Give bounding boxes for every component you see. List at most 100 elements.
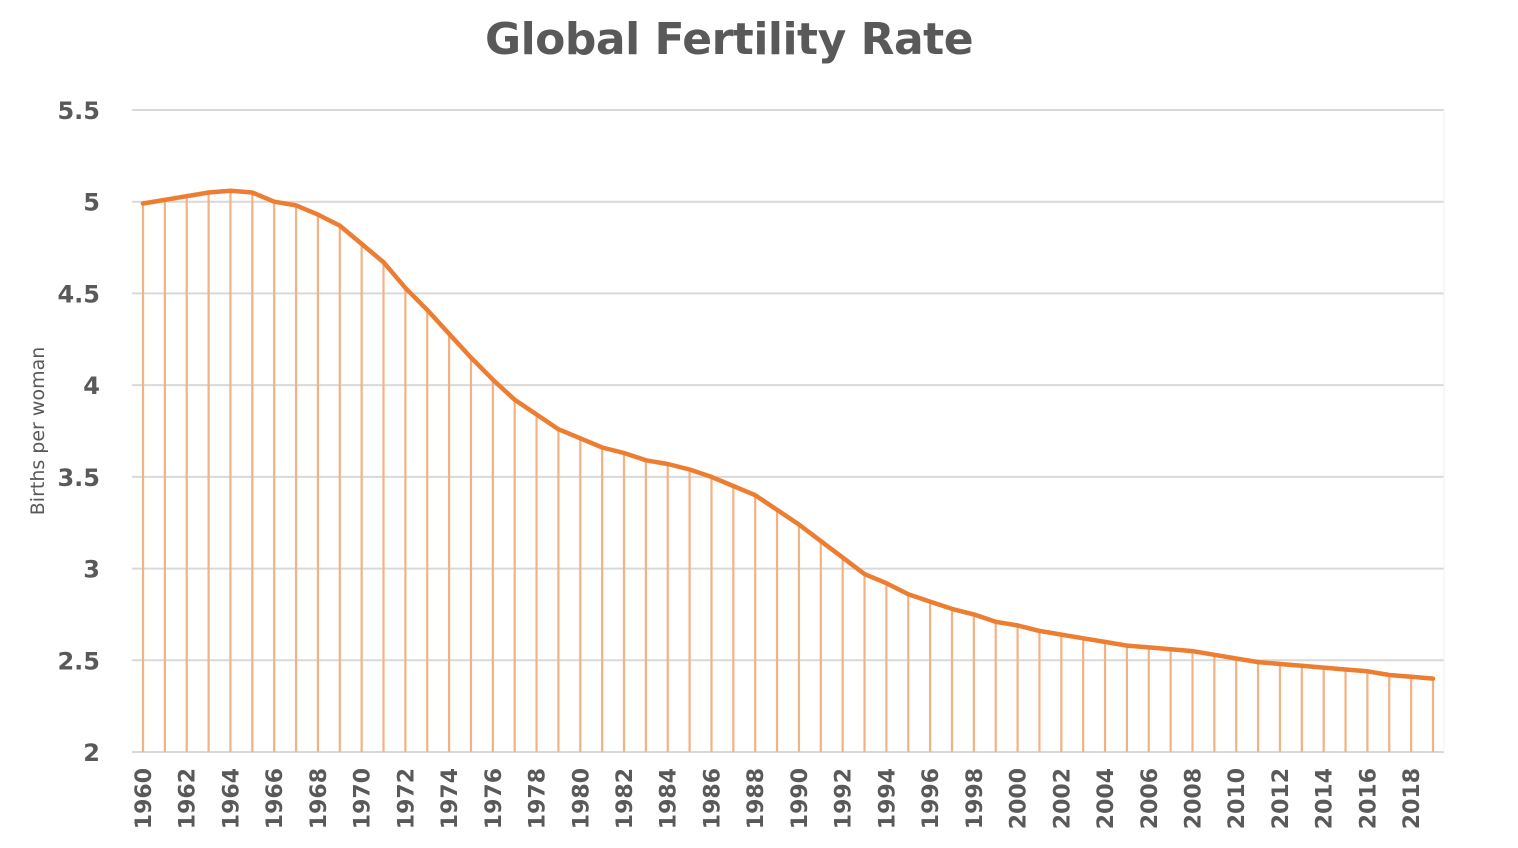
data-point: [731, 484, 735, 488]
data-point: [666, 462, 670, 466]
y-tick-label: 5: [83, 189, 100, 217]
series-layer: [140, 188, 1436, 681]
x-tick-label: 1974: [438, 768, 463, 829]
x-tick-label: 2004: [1094, 768, 1119, 829]
data-point: [644, 458, 648, 462]
y-tick-label: 2.5: [57, 647, 100, 675]
data-point: [753, 493, 757, 497]
y-axis-label: Births per woman: [27, 347, 49, 516]
data-point: [447, 332, 451, 336]
x-tick-label: 1960: [132, 768, 157, 829]
data-point: [1300, 664, 1304, 668]
data-point: [1431, 677, 1435, 681]
data-point: [1103, 640, 1107, 644]
data-point: [994, 620, 998, 624]
data-point: [950, 607, 954, 611]
data-point: [1387, 673, 1391, 677]
x-tick-label: 2008: [1181, 768, 1206, 829]
data-point: [1278, 662, 1282, 666]
data-point: [775, 508, 779, 512]
x-tick-label: 1984: [657, 768, 682, 829]
y-tick-label: 4.5: [57, 280, 100, 308]
x-tick-label: 2002: [1050, 768, 1075, 829]
data-point: [294, 203, 298, 207]
data-point: [425, 308, 429, 312]
x-tick-label: 2006: [1138, 768, 1163, 829]
x-tick-label: 2010: [1225, 768, 1250, 829]
x-tick-label: 2016: [1356, 768, 1381, 829]
y-tick-label: 3.5: [57, 464, 100, 492]
x-tick-label: 1964: [219, 768, 244, 829]
data-point: [535, 412, 539, 416]
gridlines: [132, 109, 1445, 753]
data-point: [1256, 660, 1260, 664]
data-point: [600, 446, 604, 450]
data-point: [841, 556, 845, 560]
data-point: [1409, 675, 1413, 679]
data-point: [382, 260, 386, 264]
data-point: [819, 539, 823, 543]
data-point: [207, 191, 211, 195]
x-tick-label: 1966: [263, 768, 288, 829]
x-tick-label: 2014: [1313, 768, 1338, 829]
x-tick-label: 1986: [700, 768, 725, 829]
data-point: [185, 194, 189, 198]
x-tick-label: 1970: [351, 768, 376, 829]
data-point: [1059, 633, 1063, 637]
data-point: [556, 427, 560, 431]
data-point: [1081, 636, 1085, 640]
data-point: [316, 213, 320, 217]
x-tick-label: 2000: [1007, 768, 1032, 829]
data-point: [797, 523, 801, 527]
data-point: [469, 356, 473, 360]
data-point: [1212, 653, 1216, 657]
data-point: [884, 581, 888, 585]
y-axis-ticks: 2 2.5 3 3.5 4 4.5 5 5.5: [57, 97, 100, 767]
y-tick-label: 5.5: [57, 97, 100, 125]
y-tick-label: 2: [83, 739, 100, 767]
series-line: [140, 188, 1436, 681]
y-tick-label: 4: [83, 372, 100, 400]
chart-title: Global Fertility Rate: [484, 14, 974, 65]
data-point: [1234, 656, 1238, 660]
data-point: [1365, 669, 1369, 673]
data-point: [972, 612, 976, 616]
data-point: [403, 286, 407, 290]
data-point: [709, 475, 713, 479]
data-point: [578, 436, 582, 440]
x-tick-label: 1968: [307, 768, 332, 829]
data-point: [1344, 667, 1348, 671]
data-point: [163, 198, 167, 202]
data-point: [1016, 623, 1020, 627]
x-tick-label: 1994: [875, 768, 900, 829]
x-tick-label: 1976: [482, 768, 507, 829]
data-point: [491, 378, 495, 382]
data-point: [928, 600, 932, 604]
data-point: [863, 572, 867, 576]
x-tick-label: 1988: [744, 768, 769, 829]
x-tick-label: 1962: [176, 768, 201, 829]
x-tick-label: 1992: [832, 768, 857, 829]
x-tick-label: 1996: [919, 768, 944, 829]
x-tick-label: 1982: [613, 768, 638, 829]
data-point: [1125, 644, 1129, 648]
y-tick-label: 3: [83, 556, 100, 584]
data-point: [1190, 649, 1194, 653]
data-point: [513, 398, 517, 402]
x-tick-label: 1978: [526, 768, 551, 829]
data-point: [1037, 629, 1041, 633]
x-tick-label: 1972: [394, 768, 419, 829]
x-tick-label: 2012: [1269, 768, 1294, 829]
data-point: [906, 592, 910, 596]
data-point: [338, 224, 342, 228]
data-point: [141, 202, 145, 206]
data-point: [272, 200, 276, 204]
x-axis-ticks: 1960 1962 1964 1966 1968 1970 1972 1974 1976 1978…: [132, 768, 1425, 829]
x-tick-label: 1990: [788, 768, 813, 829]
data-point: [622, 451, 626, 455]
x-tick-label: 1998: [963, 768, 988, 829]
x-tick-label: 2018: [1400, 768, 1425, 829]
data-point: [360, 242, 364, 246]
x-tick-label: 1980: [569, 768, 594, 829]
